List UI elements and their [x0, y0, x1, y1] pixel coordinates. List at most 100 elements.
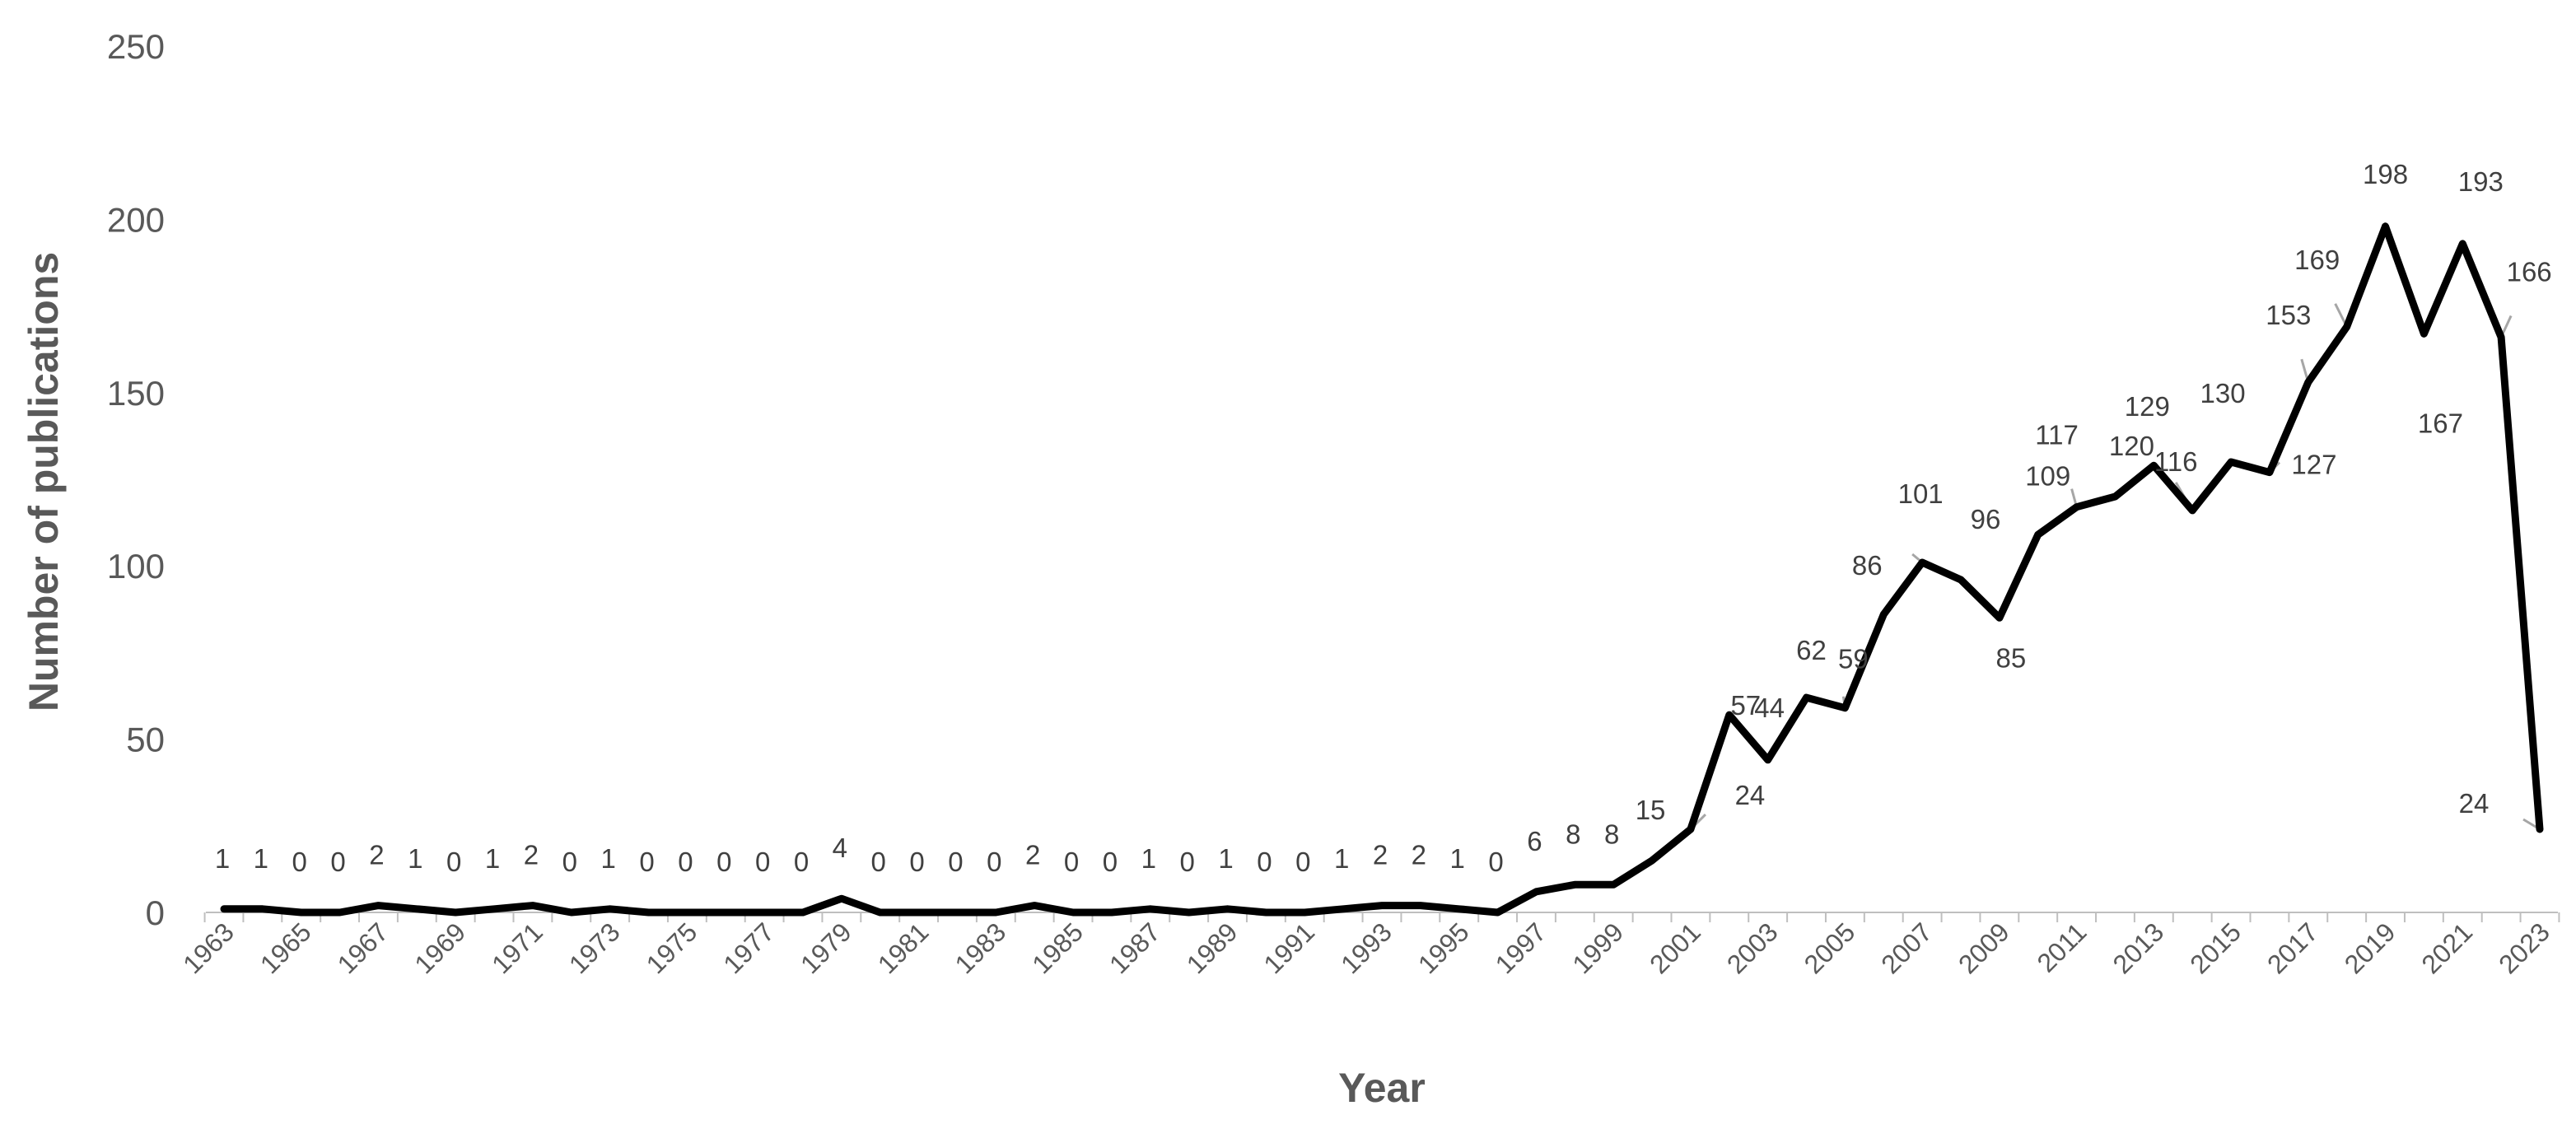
x-tick-label: 1997: [1490, 917, 1552, 979]
data-label: 0: [1179, 847, 1194, 877]
data-label: 0: [1488, 847, 1503, 877]
data-label: 1: [600, 843, 615, 874]
data-label: 57: [1730, 690, 1761, 721]
data-labels: 1 1 0 0 2 1 0 1 2 0 1 0 0 0 0 0 4 0 0 0 0 2 0 0 1 0 1 0 0 1 2 2 1 06 8 815 2…: [215, 159, 2552, 877]
data-label: 59: [1838, 644, 1869, 674]
x-tick-label: 2015: [2184, 917, 2247, 979]
data-label: 2: [524, 840, 539, 870]
data-label: 1: [1141, 843, 1156, 874]
data-label: 0: [678, 847, 693, 877]
x-tick-label: 1971: [486, 917, 548, 979]
data-label: 0: [639, 847, 654, 877]
data-label: 0: [330, 847, 345, 877]
data-label: 117: [2035, 420, 2079, 450]
x-tick-label: 1977: [717, 917, 780, 979]
x-tick-label: 2023: [2493, 917, 2555, 979]
data-label: 15: [1636, 795, 1666, 825]
data-label: 2: [1025, 840, 1040, 870]
x-tick-label: 1993: [1335, 917, 1398, 979]
data-label: 2: [1373, 840, 1388, 870]
data-label: 0: [1295, 847, 1310, 877]
data-label: 2: [1412, 840, 1426, 870]
data-label: 24: [1735, 780, 1766, 810]
data-label: 86: [1852, 550, 1883, 581]
x-tick-label: 2003: [1721, 917, 1784, 979]
data-label: 130: [2200, 378, 2246, 408]
x-tick-label: 1973: [563, 917, 626, 979]
x-tick-label: 1975: [641, 917, 703, 979]
data-label: 0: [1257, 847, 1272, 877]
data-label: 0: [909, 847, 924, 877]
data-label: 1: [1218, 843, 1233, 874]
data-label: 109: [2025, 460, 2070, 491]
x-tick-label: 2001: [1644, 917, 1706, 979]
y-axis-ticks: 0 50 100 150 200 250: [107, 27, 165, 932]
data-label: 167: [2418, 408, 2463, 438]
x-tick-label: 1969: [408, 917, 471, 979]
x-tick-label: 2007: [1875, 917, 1938, 979]
y-tick-label: 250: [107, 27, 165, 66]
data-label: 2: [369, 840, 384, 870]
data-label: 129: [2125, 391, 2170, 422]
data-label: 0: [562, 847, 577, 877]
data-label: 0: [948, 847, 963, 877]
x-tick-label: 2017: [2261, 917, 2324, 979]
x-tick-label: 1979: [795, 917, 857, 979]
data-label: 101: [1898, 478, 1944, 509]
y-tick-label: 50: [126, 721, 165, 759]
y-tick-label: 200: [107, 200, 165, 239]
y-tick-label: 0: [146, 893, 165, 932]
x-tick-label: 1983: [949, 917, 1011, 979]
data-label: 8: [1566, 819, 1580, 849]
data-label: 127: [2291, 450, 2336, 480]
data-label: 8: [1604, 819, 1619, 849]
x-tick-label: 2011: [2031, 917, 2092, 977]
x-tick-label: 2013: [2107, 917, 2169, 979]
x-tick-label: 1965: [254, 917, 317, 979]
x-tick-label: 2019: [2339, 917, 2401, 979]
data-label: 0: [794, 847, 809, 877]
x-tick-label: 1967: [332, 917, 394, 979]
data-label: 166: [2507, 256, 2552, 287]
data-label: 24: [2459, 788, 2490, 819]
data-label: 1: [1450, 843, 1465, 874]
data-label: 0: [292, 847, 307, 877]
x-tick-label: 2009: [1953, 917, 2015, 979]
x-tick-label: 1989: [1181, 917, 1244, 979]
data-label: 1: [1334, 843, 1349, 874]
data-label: 1: [408, 843, 422, 874]
data-label: 85: [1996, 642, 2027, 673]
x-tick-label: 2005: [1799, 917, 1861, 979]
x-axis-title: Year: [1338, 1065, 1426, 1111]
data-label: 6: [1527, 826, 1542, 856]
x-tick-label: 1987: [1104, 917, 1166, 979]
data-label: 0: [446, 847, 461, 877]
data-label: 198: [2363, 159, 2408, 189]
x-tick-label: 1991: [1258, 917, 1320, 979]
data-label: 0: [1103, 847, 1118, 877]
x-tick-label: 1995: [1412, 917, 1475, 979]
data-label: 169: [2294, 245, 2340, 275]
data-label: 1: [254, 843, 268, 874]
data-label: 0: [871, 847, 886, 877]
x-axis-tick-labels: 1963 1965 1967 1969 1971 1973 1975 1977 1979 1981…: [177, 917, 2555, 979]
series-line: [220, 222, 2544, 917]
data-label: 1: [215, 843, 230, 874]
data-label: 4: [833, 833, 847, 863]
y-axis-title: Number of publications: [21, 252, 67, 711]
x-tick-label: 1981: [872, 917, 935, 979]
y-tick-label: 100: [107, 547, 165, 585]
data-label: 153: [2266, 300, 2311, 330]
data-label: 0: [1064, 847, 1079, 877]
x-axis-ticks: [203, 912, 2560, 922]
data-label: 193: [2458, 166, 2504, 197]
data-label: 0: [716, 847, 731, 877]
data-label: 96: [1971, 504, 2001, 534]
data-label: 62: [1796, 635, 1827, 665]
data-label: 120: [2109, 431, 2154, 461]
y-tick-label: 150: [107, 374, 165, 413]
data-label-leader-lines: [1689, 303, 2541, 831]
x-tick-label: 1963: [177, 917, 240, 979]
x-tick-label: 1999: [1566, 917, 1629, 979]
